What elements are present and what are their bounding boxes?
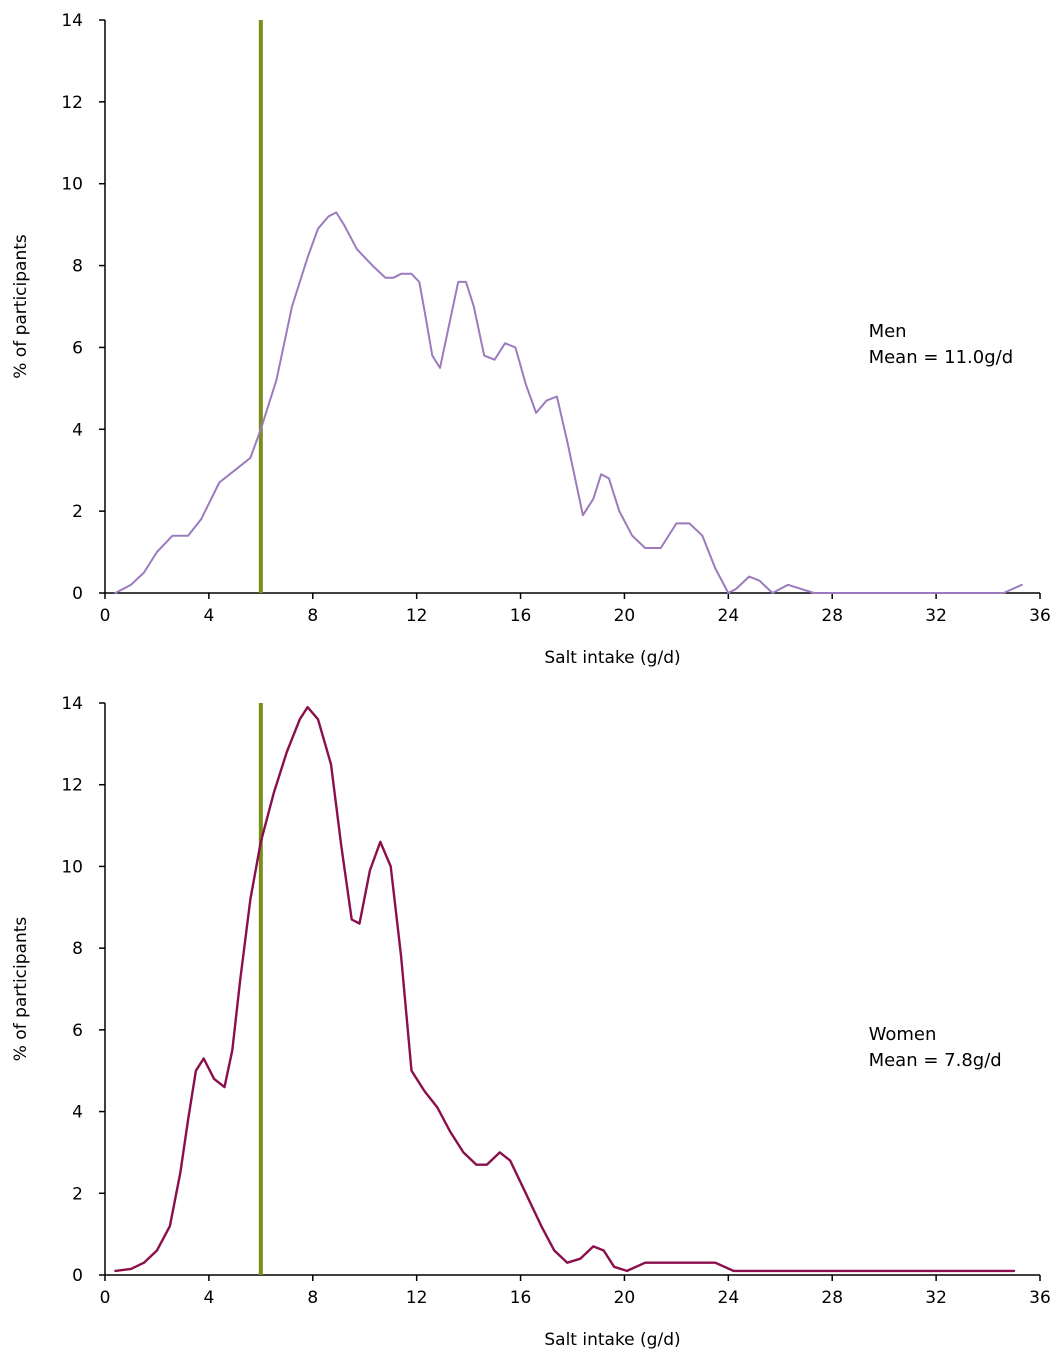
- y-tick-label: 2: [72, 502, 83, 522]
- y-tick-label: 8: [72, 939, 83, 959]
- y-axis-label: % of participants: [11, 917, 31, 1062]
- x-tick-label: 28: [821, 606, 843, 626]
- x-tick-label: 24: [718, 1288, 740, 1308]
- annotation-line: Women: [869, 1024, 937, 1045]
- x-tick-label: 16: [510, 1288, 532, 1308]
- y-tick-label: 10: [61, 175, 83, 195]
- x-tick-label: 36: [1029, 606, 1051, 626]
- x-tick-label: 32: [925, 606, 947, 626]
- y-axis-label: % of participants: [11, 234, 31, 379]
- x-tick-label: 28: [821, 1288, 843, 1308]
- x-tick-label: 0: [100, 1288, 111, 1308]
- y-tick-label: 6: [72, 1021, 83, 1041]
- x-tick-label: 36: [1029, 1288, 1051, 1308]
- y-tick-label: 2: [72, 1184, 83, 1204]
- y-tick-label: 0: [72, 584, 83, 604]
- y-tick-label: 14: [61, 694, 83, 714]
- annotation-line: Mean = 11.0g/d: [869, 347, 1014, 368]
- y-tick-label: 4: [72, 1103, 83, 1123]
- y-tick-label: 14: [61, 11, 83, 31]
- series-line: [114, 705, 1016, 1273]
- y-tick-label: 12: [61, 776, 83, 796]
- x-tick-label: 8: [307, 606, 318, 626]
- x-tick-label: 0: [100, 606, 111, 626]
- series-line: [114, 211, 1023, 594]
- annotation-line: Men: [869, 321, 907, 342]
- x-tick-label: 32: [925, 1288, 947, 1308]
- annotation-line: Mean = 7.8g/d: [869, 1050, 1002, 1071]
- y-tick-label: 0: [72, 1266, 83, 1286]
- x-tick-label: 16: [510, 606, 532, 626]
- x-axis-label: Salt intake (g/d): [544, 648, 680, 668]
- x-tick-label: 20: [614, 606, 636, 626]
- y-tick-label: 6: [72, 338, 83, 358]
- x-tick-label: 12: [406, 606, 428, 626]
- y-tick-label: 8: [72, 257, 83, 277]
- x-tick-label: 20: [614, 1288, 636, 1308]
- x-tick-label: 4: [203, 606, 214, 626]
- y-tick-label: 10: [61, 857, 83, 877]
- x-tick-label: 12: [406, 1288, 428, 1308]
- x-axis-label: Salt intake (g/d): [544, 1330, 680, 1350]
- y-tick-label: 4: [72, 420, 83, 440]
- x-tick-label: 4: [203, 1288, 214, 1308]
- x-tick-label: 8: [307, 1288, 318, 1308]
- x-tick-label: 24: [718, 606, 740, 626]
- y-tick-label: 12: [61, 93, 83, 113]
